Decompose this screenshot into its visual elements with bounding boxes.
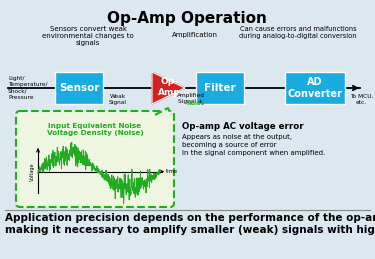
Text: Voltage: Voltage bbox=[30, 162, 35, 181]
Text: Sensor: Sensor bbox=[59, 83, 99, 93]
Text: Amplified
Signal +: Amplified Signal + bbox=[177, 93, 205, 104]
Polygon shape bbox=[155, 108, 171, 115]
Text: Weak
Signal: Weak Signal bbox=[109, 94, 127, 105]
Text: Appears as noise at the output,
becoming a source of error
in the signal compone: Appears as noise at the output, becoming… bbox=[182, 134, 325, 156]
Text: Light/
Temperature/
Shock/
Pressure: Light/ Temperature/ Shock/ Pressure bbox=[8, 76, 48, 100]
FancyBboxPatch shape bbox=[285, 72, 345, 104]
Text: Filter: Filter bbox=[204, 83, 236, 93]
Text: Op-
Amp: Op- Amp bbox=[158, 77, 181, 97]
Text: Sensors convert weak
environmental changes to
signals: Sensors convert weak environmental chang… bbox=[42, 26, 134, 46]
FancyBboxPatch shape bbox=[55, 72, 103, 104]
Polygon shape bbox=[152, 72, 185, 104]
Text: To MCU,
etc.: To MCU, etc. bbox=[350, 94, 374, 105]
Text: time: time bbox=[166, 169, 178, 174]
Text: Op-amp AC voltage error: Op-amp AC voltage error bbox=[182, 122, 304, 131]
Text: AD
Converter: AD Converter bbox=[288, 77, 342, 99]
Text: Application precision depends on the performance of the op-amp,
making it necess: Application precision depends on the per… bbox=[5, 213, 375, 235]
Text: Op-Amp Operation: Op-Amp Operation bbox=[107, 11, 267, 26]
Text: Can cause errors and malfunctions
during analog-to-digital conversion: Can cause errors and malfunctions during… bbox=[239, 26, 357, 39]
Text: Input Equivalent Noise
Voltage Density (Noise): Input Equivalent Noise Voltage Density (… bbox=[46, 123, 143, 136]
FancyBboxPatch shape bbox=[16, 111, 174, 207]
FancyBboxPatch shape bbox=[196, 72, 244, 104]
Text: Amplification: Amplification bbox=[172, 32, 218, 38]
Text: Noise: Noise bbox=[187, 101, 205, 106]
